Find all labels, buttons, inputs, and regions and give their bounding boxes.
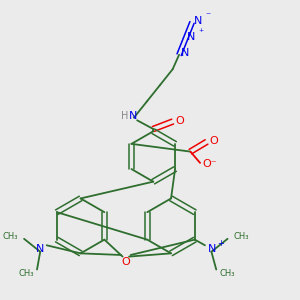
Text: N: N	[129, 111, 137, 121]
Text: N: N	[208, 244, 216, 254]
Text: O: O	[209, 136, 218, 146]
Text: O: O	[176, 116, 184, 126]
Text: H: H	[121, 111, 128, 121]
Text: CH₃: CH₃	[233, 232, 249, 241]
Text: N: N	[187, 32, 196, 42]
Text: N: N	[181, 48, 189, 58]
Text: ⁻: ⁻	[205, 12, 210, 22]
Text: N: N	[36, 244, 44, 254]
Text: ⁺: ⁺	[198, 28, 204, 38]
Text: CH₃: CH₃	[3, 232, 18, 241]
Text: CH₃: CH₃	[220, 269, 235, 278]
Text: N: N	[194, 16, 202, 26]
Text: O: O	[122, 257, 130, 267]
Text: +: +	[217, 239, 224, 248]
Text: O⁻: O⁻	[202, 159, 217, 169]
Text: CH₃: CH₃	[18, 269, 34, 278]
